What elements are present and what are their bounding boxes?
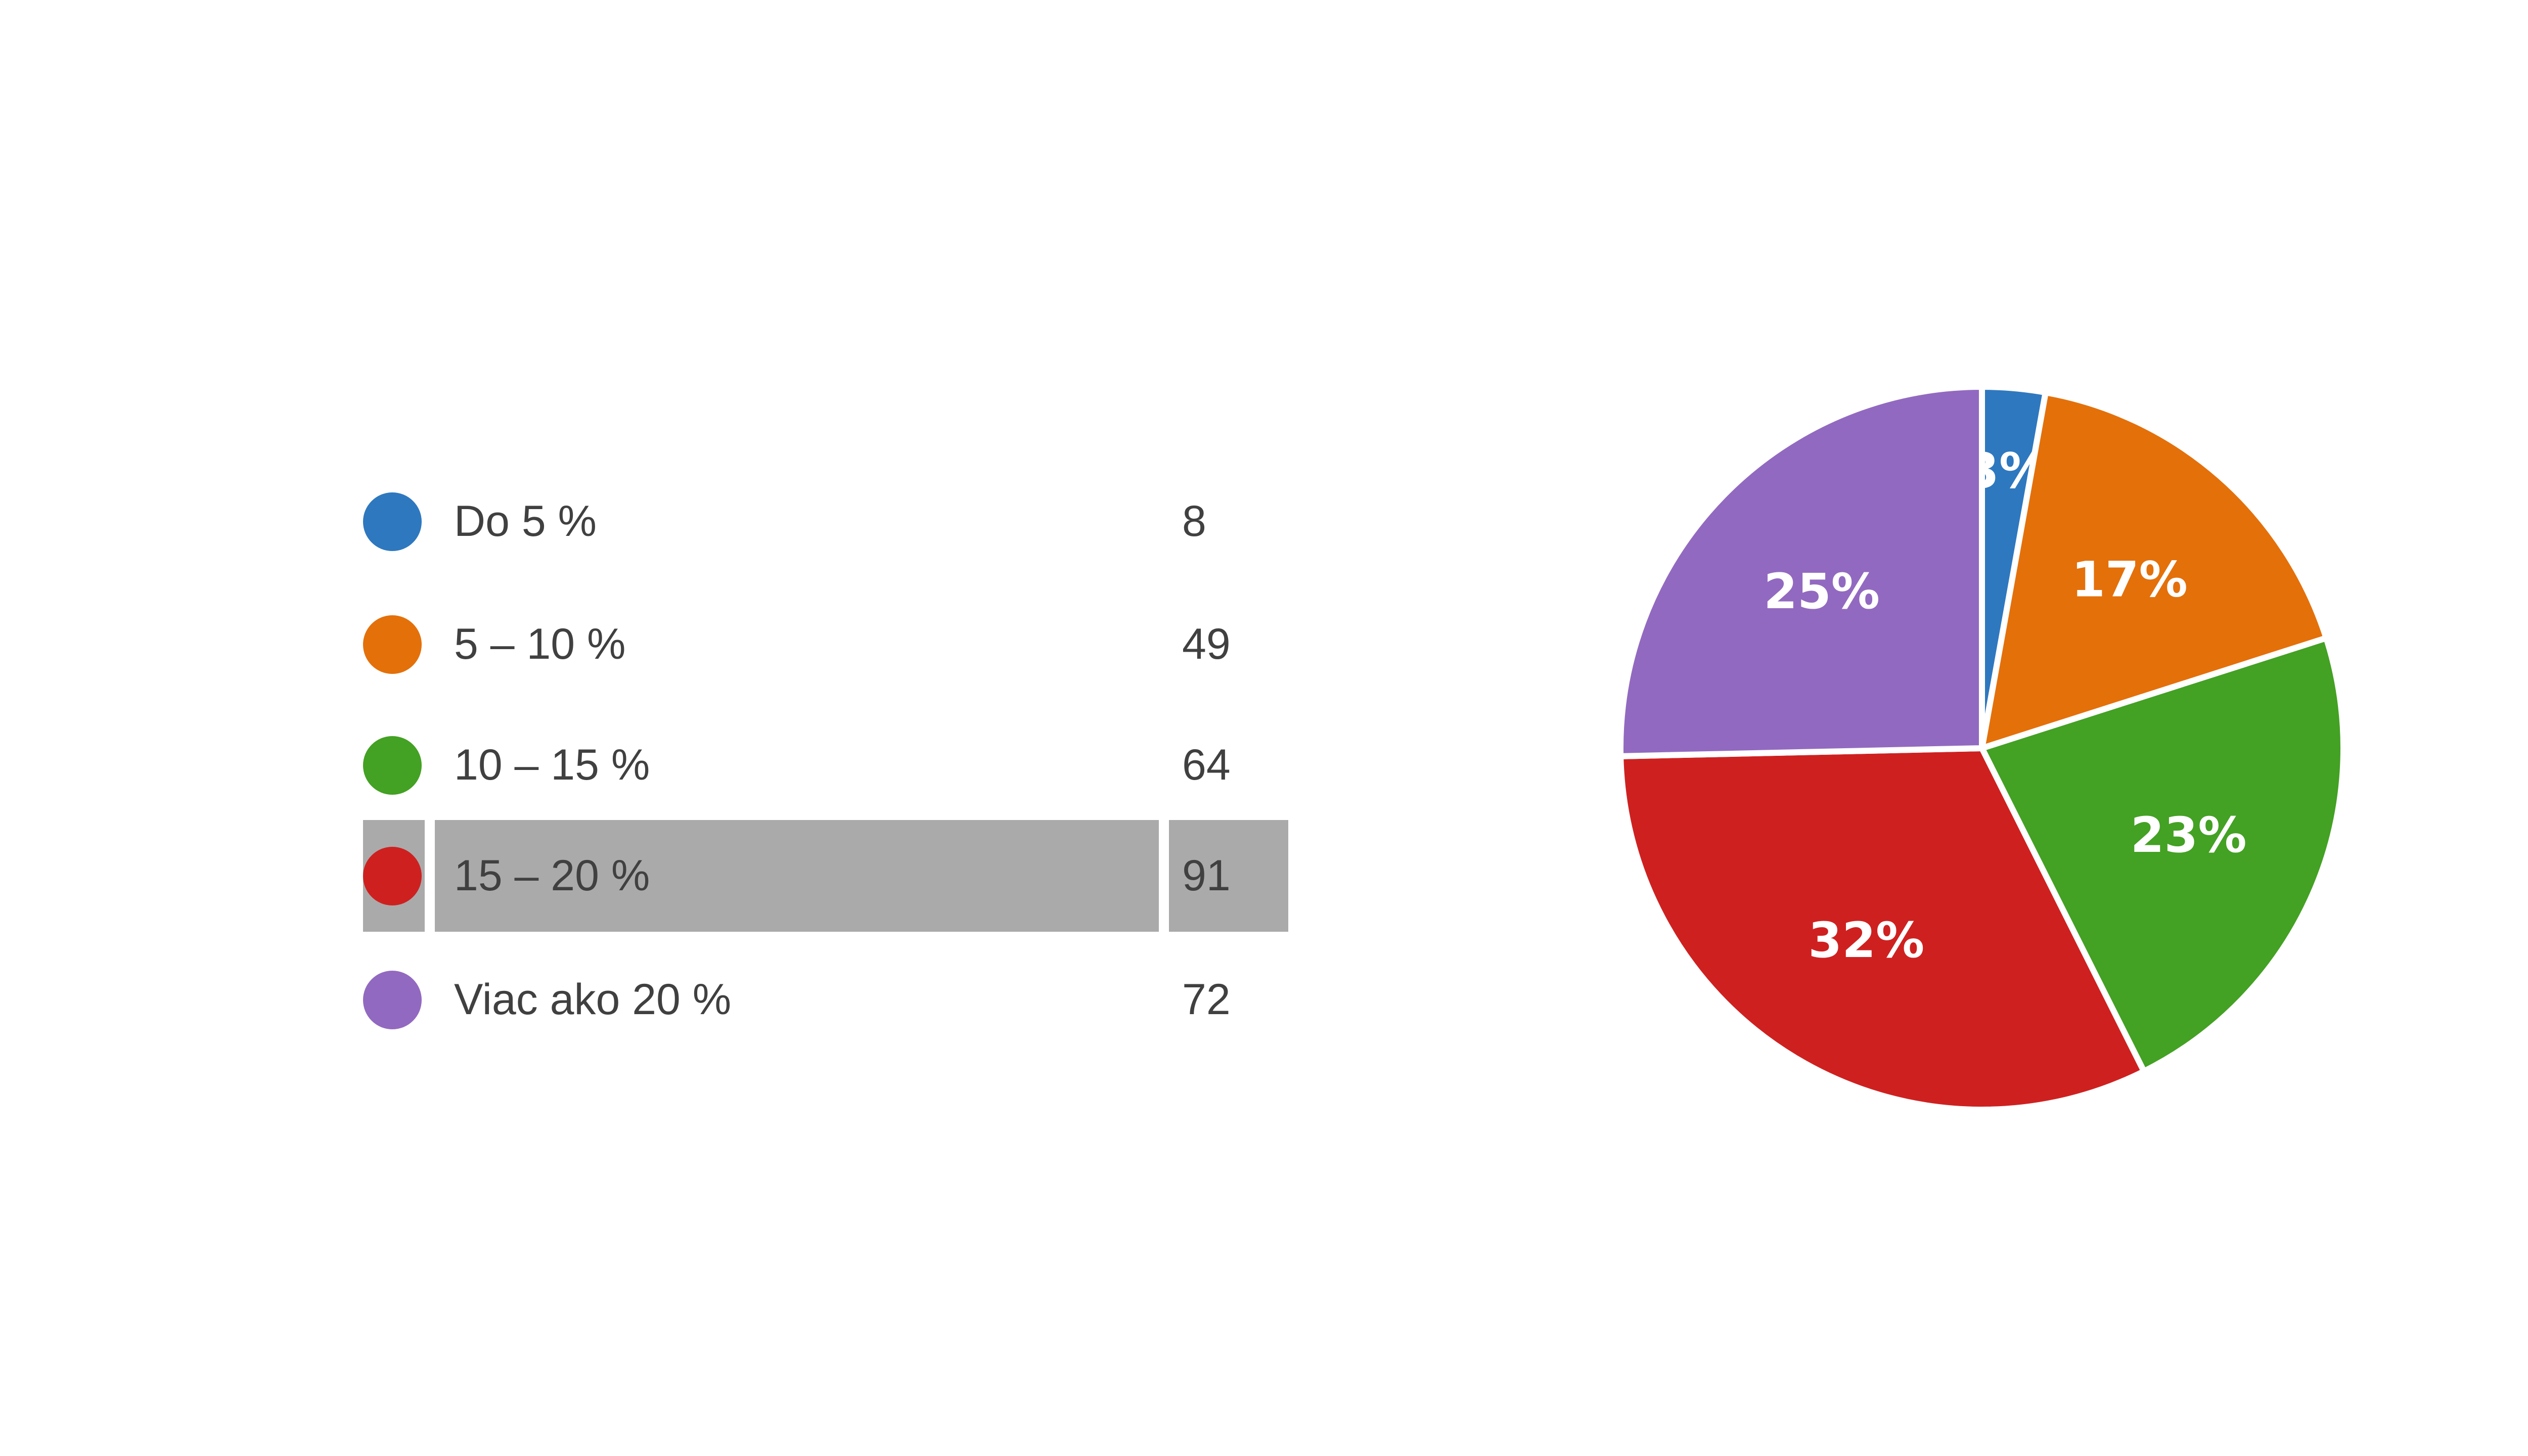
legend-item-10-15[interactable]: 10 – 15 % 64 [363, 709, 1288, 821]
pie-slice-viac-20[interactable] [1617, 384, 1985, 759]
highlight-block-count [1169, 820, 1288, 932]
legend-label: 15 – 20 % [454, 851, 650, 900]
pie-slice-15-20[interactable] [1617, 745, 2147, 1113]
legend-count: 64 [1182, 741, 1231, 789]
legend-item-15-20-highlighted[interactable]: 15 – 20 % 91 [363, 820, 1288, 932]
pie-slice-5-10[interactable] [1979, 389, 2329, 751]
legend-swatch [363, 492, 422, 551]
pie-slice-label-10-15: 23% [2131, 807, 2247, 863]
legend-count: 72 [1182, 975, 1231, 1024]
legend-item-viac-20[interactable]: Viac ako 20 % 72 [363, 944, 1288, 1056]
legend-label: 10 – 15 % [454, 741, 650, 789]
legend-count: 8 [1182, 497, 1206, 545]
legend-swatch [363, 847, 422, 905]
legend-item-do-5[interactable]: Do 5 % 8 [363, 466, 1288, 577]
legend-label: Do 5 % [454, 497, 597, 545]
pie-chart-svg: 3%17%23%32%25% [1617, 384, 2347, 1113]
legend-count: 91 [1182, 851, 1231, 900]
pie-slice-label-viac-20: 25% [1764, 563, 1880, 620]
pie-chart: 3% 17% 23% 32% 25% [1608, 374, 2356, 1122]
pie-slice-10-15[interactable] [1979, 635, 2347, 1075]
legend-label: Viac ako 20 % [454, 975, 732, 1024]
highlight-block-label [435, 820, 1159, 932]
legend-label: 5 – 10 % [454, 620, 626, 668]
pie-slice-label-5-10: 17% [2071, 551, 2188, 608]
pie-slice-label-15-20: 32% [1808, 912, 1924, 969]
legend-swatch [363, 971, 422, 1029]
legend-swatch [363, 615, 422, 674]
legend-item-5-10[interactable]: 5 – 10 % 49 [363, 588, 1288, 700]
legend-count: 49 [1182, 620, 1231, 668]
legend-swatch [363, 736, 422, 795]
